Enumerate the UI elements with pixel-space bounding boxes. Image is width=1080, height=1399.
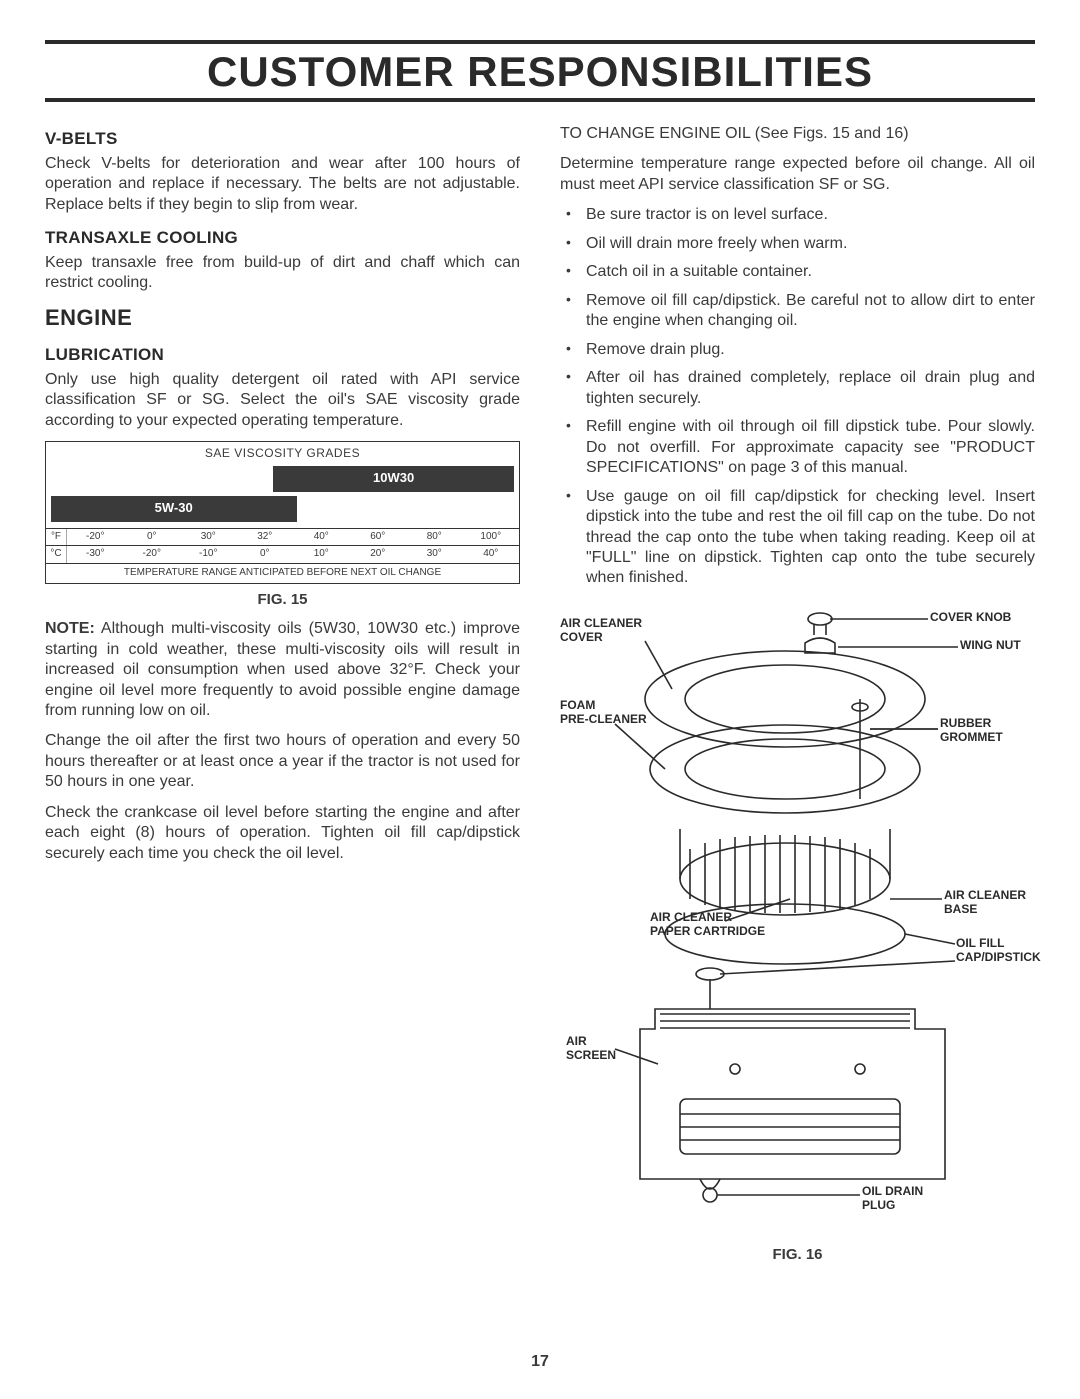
right-column: TO CHANGE ENGINE OIL (See Figs. 15 and 1…: [560, 116, 1035, 1274]
note-paragraph: NOTE: Although multi-viscosity oils (5W3…: [45, 619, 520, 721]
bullet-item: Remove oil fill cap/dipstick. Be careful…: [560, 291, 1035, 332]
fig16-label-oil-fill: OIL FILL CAP/DIPSTICK: [956, 937, 1041, 965]
fig15-f-cell: 32°: [237, 529, 294, 546]
fig15-viscosity-table: SAE VISCOSITY GRADES 10W30 5W-30 °F -20°…: [45, 441, 520, 584]
bullet-item: Catch oil in a suitable container.: [560, 262, 1035, 282]
note-body: Although multi-viscosity oils (5W30, 10W…: [45, 620, 520, 719]
bullet-item: Use gauge on oil fill cap/dipstick for c…: [560, 487, 1035, 589]
fig16-label-air-screen: AIR SCREEN: [566, 1035, 616, 1063]
fig15-f-cell: 100°: [463, 529, 520, 546]
bullet-item: Remove drain plug.: [560, 340, 1035, 360]
transaxle-body: Keep transaxle free from build-up of dir…: [45, 253, 520, 294]
fig16-label-paper-cartridge: AIR CLEANER PAPER CARTRIDGE: [650, 911, 765, 939]
change-oil-bullets: Be sure tractor is on level surface. Oil…: [560, 205, 1035, 589]
fig15-c-cell: 20°: [350, 546, 407, 563]
fig16-label-foam-precleaner: FOAM PRE-CLEANER: [560, 699, 647, 727]
bullet-item: Refill engine with oil through oil fill …: [560, 417, 1035, 478]
page-number: 17: [0, 1353, 1080, 1371]
fig16-label-rubber-grommet: RUBBER GROMMET: [940, 717, 1003, 745]
fig15-bar-10w30: 10W30: [273, 466, 514, 492]
fig16-label-cover-knob: COVER KNOB: [930, 611, 1011, 625]
fig15-c-cell: 30°: [406, 546, 463, 563]
lubrication-intro: Only use high quality detergent oil rate…: [45, 370, 520, 431]
change-oil-intro: Determine temperature range expected bef…: [560, 154, 1035, 195]
manual-page: CUSTOMER RESPONSIBILITIES V-BELTS Check …: [0, 0, 1080, 1399]
fig15-f-cell: 80°: [406, 529, 463, 546]
fig15-f-cell: 30°: [180, 529, 237, 546]
fig15-c-cell: 40°: [463, 546, 520, 563]
fig16-label-oil-drain: OIL DRAIN PLUG: [862, 1185, 923, 1213]
transaxle-heading: TRANSAXLE COOLING: [45, 227, 520, 249]
content-columns: V-BELTS Check V-belts for deterioration …: [45, 116, 1035, 1274]
engine-heading: ENGINE: [45, 304, 520, 332]
change-oil-heading: TO CHANGE ENGINE OIL (See Figs. 15 and 1…: [560, 124, 1035, 144]
fig15-c-cell: -30°: [67, 546, 124, 563]
para-change-oil: Change the oil after the first two hours…: [45, 731, 520, 792]
bullet-item: Be sure tractor is on level surface.: [560, 205, 1035, 225]
vbelts-body: Check V-belts for deterioration and wear…: [45, 154, 520, 215]
fig15-bar-5w30: 5W-30: [51, 496, 297, 522]
fig16-svg: [560, 599, 1035, 1239]
title-block: CUSTOMER RESPONSIBILITIES: [45, 40, 1035, 102]
fig16-label-air-cleaner-cover: AIR CLEANER COVER: [560, 617, 642, 645]
fig15-footer: TEMPERATURE RANGE ANTICIPATED BEFORE NEX…: [46, 564, 519, 583]
fig15-f-cell: 40°: [293, 529, 350, 546]
fig15-f-cell: 60°: [350, 529, 407, 546]
fig15-scale-c: °C -30° -20° -10° 0° 10° 20° 30° 40°: [46, 546, 519, 564]
fig15-bars: 10W30 5W-30: [46, 464, 519, 529]
fig15-caption: FIG. 15: [45, 590, 520, 609]
lubrication-heading: LUBRICATION: [45, 344, 520, 366]
para-check-oil: Check the crankcase oil level before sta…: [45, 803, 520, 864]
left-column: V-BELTS Check V-belts for deterioration …: [45, 116, 520, 1274]
fig16-label-air-cleaner-base: AIR CLEANER BASE: [944, 889, 1026, 917]
fig15-f-cell: -20°: [67, 529, 124, 546]
fig15-c-cell: 10°: [293, 546, 350, 563]
fig15-c-cell: -10°: [180, 546, 237, 563]
fig15-c-cell: 0°: [237, 546, 294, 563]
vbelts-heading: V-BELTS: [45, 128, 520, 150]
bullet-item: Oil will drain more freely when warm.: [560, 234, 1035, 254]
fig15-c-label: °C: [46, 546, 67, 563]
fig15-f-label: °F: [46, 529, 67, 546]
fig15-c-cell: -20°: [124, 546, 181, 563]
fig16-caption: FIG. 16: [560, 1245, 1035, 1264]
fig15-title: SAE VISCOSITY GRADES: [46, 442, 519, 463]
fig15-scale-f: °F -20° 0° 30° 32° 40° 60° 80° 100°: [46, 529, 519, 547]
fig16-label-wing-nut: WING NUT: [960, 639, 1021, 653]
note-label: NOTE:: [45, 620, 95, 637]
page-title: CUSTOMER RESPONSIBILITIES: [45, 48, 1035, 96]
fig15-f-cell: 0°: [124, 529, 181, 546]
bullet-item: After oil has drained completely, replac…: [560, 368, 1035, 409]
fig16-engine-diagram: COVER KNOB WING NUT AIR CLEANER COVER FO…: [560, 599, 1035, 1239]
